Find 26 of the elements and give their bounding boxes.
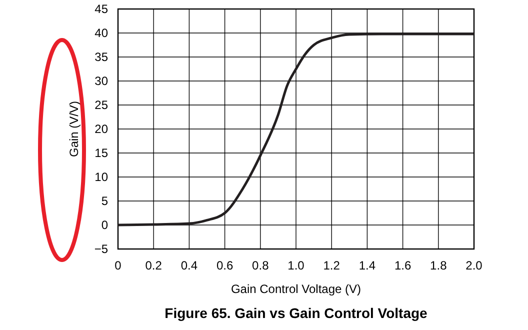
y-tick-label: 0	[101, 218, 108, 232]
y-axis-title: Gain (V/V)	[67, 100, 81, 158]
y-tick-label: 10	[94, 170, 108, 184]
x-tick-label: 0.2	[145, 258, 162, 273]
x-tick-label: 0	[114, 258, 122, 273]
x-tick-label: 1.6	[394, 258, 412, 273]
x-tick-label: 1.4	[358, 258, 376, 273]
line-series	[116, 32, 476, 226]
y-tick-label: 35	[94, 50, 108, 64]
y-tick-label: 5	[101, 194, 108, 208]
y-tick-label: 25	[94, 98, 108, 112]
y-tick-label: 30	[94, 74, 108, 88]
x-tick-label: 0.8	[252, 258, 270, 273]
y-tick-label: 15	[94, 146, 108, 160]
y-tick-label: 40	[94, 26, 108, 40]
y-tick-label: 20	[94, 122, 108, 136]
y-tick-label: −5	[94, 242, 108, 256]
x-tick-label: 1.8	[430, 258, 448, 273]
x-tick-label: 1.0	[288, 258, 305, 273]
y-tick-label: 45	[94, 2, 108, 16]
x-tick-label: 0.4	[180, 258, 198, 273]
x-tick-label: 2.0	[466, 258, 483, 273]
text: Figure 65. Gain vs Gain Control Voltage	[164, 305, 428, 321]
x-tick-label: 1.2	[323, 258, 340, 273]
x-axis-title: Gain Control Voltage (V)	[230, 282, 362, 296]
x-tick-label: 0.6	[216, 258, 234, 273]
